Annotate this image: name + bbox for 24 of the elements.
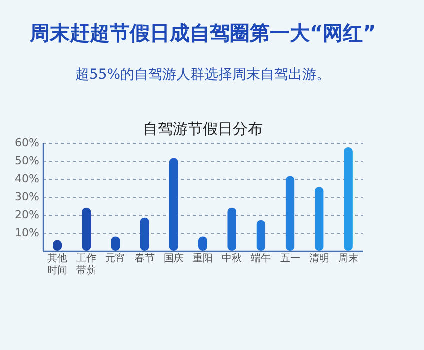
x-tick-label: 周末 [338,252,358,264]
x-tick-label: 春节 [134,252,155,264]
bar [344,148,353,251]
x-tick-label: 中秋 [222,252,242,264]
x-tick-label: 重阳 [193,252,213,264]
x-tick-label: 清明 [309,252,330,264]
x-tick-label: 五一 [280,254,300,264]
chart-title: 周末赶超节假日成自驾圈第一大“网红” [28,21,376,45]
y-tick-label: 20% [15,208,40,222]
bar [314,187,324,251]
text: 自驾游节假日分布 [143,120,263,138]
x-tick-label: 元宵 [106,252,126,264]
x-tick-label: 国庆 [164,252,184,264]
bar [169,158,178,251]
x-tick-label: 其他时间 [48,252,68,276]
y-tick-label: 10% [15,226,40,240]
bar [286,176,295,251]
chart-subtitle: 超55%的自驾游人群选择周末自驾出游。 [75,67,331,83]
y-tick-label: 30% [15,190,40,204]
y-tick-label: 40% [15,172,40,186]
y-tick-label: 60% [15,136,40,150]
x-tick-label: 端午 [251,252,272,264]
x-tick-label: 工作带薪 [76,254,97,276]
y-tick-label: 50% [15,154,40,168]
